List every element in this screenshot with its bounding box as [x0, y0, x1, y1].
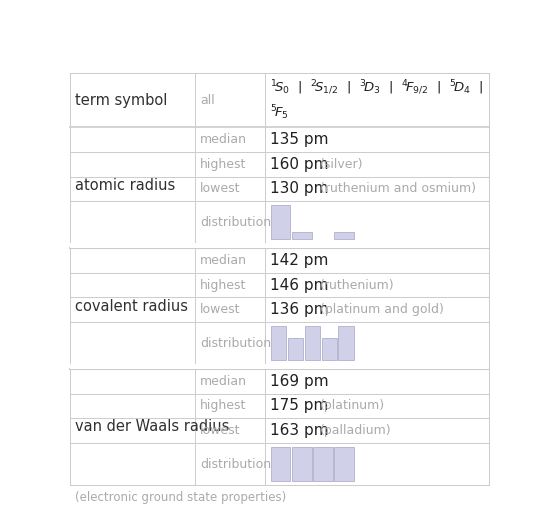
Bar	[292, 233, 312, 239]
Text: 160 pm: 160 pm	[270, 157, 329, 172]
Text: lowest: lowest	[200, 182, 241, 195]
Text: distribution: distribution	[200, 216, 271, 229]
Bar	[70, 243, 489, 248]
Text: (silver): (silver)	[320, 158, 364, 171]
Bar	[339, 326, 354, 360]
Text: covalent radius: covalent radius	[75, 298, 188, 313]
Text: lowest: lowest	[200, 424, 241, 437]
Text: atomic radius: atomic radius	[75, 178, 176, 193]
Text: distribution: distribution	[200, 337, 271, 350]
Text: (ruthenium): (ruthenium)	[320, 279, 395, 292]
Text: median: median	[200, 254, 247, 267]
Text: highest: highest	[200, 158, 247, 171]
Bar	[288, 338, 303, 360]
Text: term symbol: term symbol	[75, 93, 168, 108]
Text: (palladium): (palladium)	[320, 424, 391, 437]
Bar	[334, 233, 354, 239]
Text: median: median	[200, 133, 247, 146]
Bar	[313, 447, 333, 481]
Text: lowest: lowest	[200, 304, 241, 316]
Bar	[305, 326, 320, 360]
Text: 142 pm: 142 pm	[270, 253, 329, 268]
Text: all: all	[200, 94, 215, 107]
Text: $^{5}\!F_{5}$: $^{5}\!F_{5}$	[270, 103, 289, 122]
Text: median: median	[200, 375, 247, 388]
Text: 130 pm: 130 pm	[270, 181, 329, 196]
Text: 163 pm: 163 pm	[270, 423, 329, 438]
Text: van der Waals radius: van der Waals radius	[75, 420, 230, 435]
Text: (ruthenium and osmium): (ruthenium and osmium)	[320, 182, 476, 195]
Bar	[334, 447, 354, 481]
Text: highest: highest	[200, 279, 247, 292]
Bar	[70, 364, 489, 369]
Text: (platinum and gold): (platinum and gold)	[320, 304, 444, 316]
Text: distribution: distribution	[200, 457, 271, 470]
Text: 135 pm: 135 pm	[270, 132, 329, 147]
Text: 136 pm: 136 pm	[270, 303, 329, 318]
Bar	[271, 326, 286, 360]
Bar	[271, 205, 290, 239]
Text: 175 pm: 175 pm	[270, 398, 329, 413]
Text: (electronic ground state properties): (electronic ground state properties)	[75, 491, 287, 504]
Text: $^{1}\!S_{0}$  |  $^{2}\!S_{1/2}$  |  $^{3}\!D_{3}$  |  $^{4}\!F_{9/2}$  |  $^{5: $^{1}\!S_{0}$ | $^{2}\!S_{1/2}$ | $^{3}\…	[270, 78, 483, 97]
Bar	[271, 447, 290, 481]
Text: 146 pm: 146 pm	[270, 278, 329, 293]
Text: 169 pm: 169 pm	[270, 374, 329, 388]
Bar	[292, 447, 312, 481]
Text: (platinum): (platinum)	[320, 399, 385, 412]
Bar	[322, 338, 337, 360]
Text: highest: highest	[200, 399, 247, 412]
